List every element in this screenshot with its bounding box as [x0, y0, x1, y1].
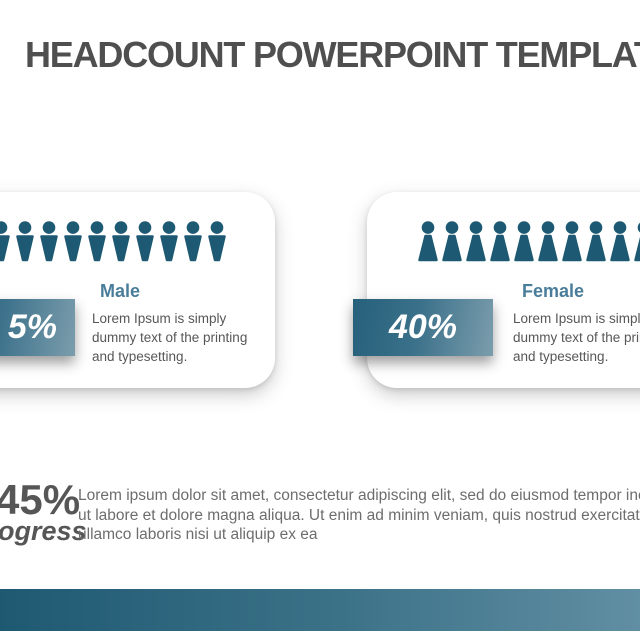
summary-caption: ogress: [0, 516, 87, 546]
female-desc-line: dummy text of the printing: [513, 330, 640, 345]
female-percent-value: 40%: [388, 308, 458, 346]
female-desc-line: and typesetting.: [513, 349, 609, 364]
male-desc-line: and typesetting.: [92, 349, 188, 364]
female-person-icon: [442, 221, 462, 262]
male-card-description: Lorem Ipsum is simply dummy text of the …: [92, 309, 292, 366]
summary-paragraph: Lorem ipsum dolor sit amet, consectetur …: [78, 486, 640, 545]
page-title: HEADCOUNT POWERPOINT TEMPLATE: [25, 34, 640, 75]
male-person-icon: [40, 221, 58, 262]
male-card-heading: Male: [100, 281, 141, 301]
male-person-icon: [136, 221, 154, 262]
summary-line: ut labore et dolore magna aliqua. Ut eni…: [78, 506, 640, 524]
female-person-icon: [418, 221, 438, 262]
male-desc-line: dummy text of the printing: [92, 330, 248, 345]
female-person-icon: [562, 221, 582, 262]
female-card-description: Lorem Ipsum is simply dummy text of the …: [513, 309, 640, 366]
male-person-icon: [16, 221, 34, 262]
male-person-icon: [160, 221, 178, 262]
male-person-icon: [208, 221, 226, 262]
male-desc-line: Lorem Ipsum is simply: [92, 311, 227, 326]
female-card-heading: Female: [522, 281, 585, 301]
male-person-icon: [184, 221, 202, 262]
male-person-icon: [0, 221, 10, 262]
female-person-icon: [586, 221, 606, 262]
female-person-icon: [466, 221, 486, 262]
male-percent-badge: 5%: [0, 299, 75, 356]
summary-percent: 45%: [0, 476, 81, 523]
summary-line: Lorem ipsum dolor sit amet, consectetur …: [78, 487, 640, 504]
female-person-icon: [490, 221, 510, 262]
male-person-icon: [88, 221, 106, 262]
male-person-icon: [112, 221, 130, 262]
female-person-icon: [538, 221, 558, 262]
bottom-accent-bar: [0, 589, 640, 631]
summary-line: ullamco laboris nisi ut aliquip ex ea: [78, 526, 318, 543]
male-icon-row: [0, 221, 228, 262]
male-percent-value: 5%: [7, 308, 57, 346]
female-desc-line: Lorem Ipsum is simply: [513, 311, 640, 326]
female-person-icon: [634, 222, 640, 262]
female-person-icon: [610, 221, 630, 262]
male-person-icon: [64, 221, 82, 262]
female-percent-badge: 40%: [353, 299, 493, 356]
female-icon-row: [417, 221, 640, 262]
female-person-icon: [514, 221, 534, 262]
